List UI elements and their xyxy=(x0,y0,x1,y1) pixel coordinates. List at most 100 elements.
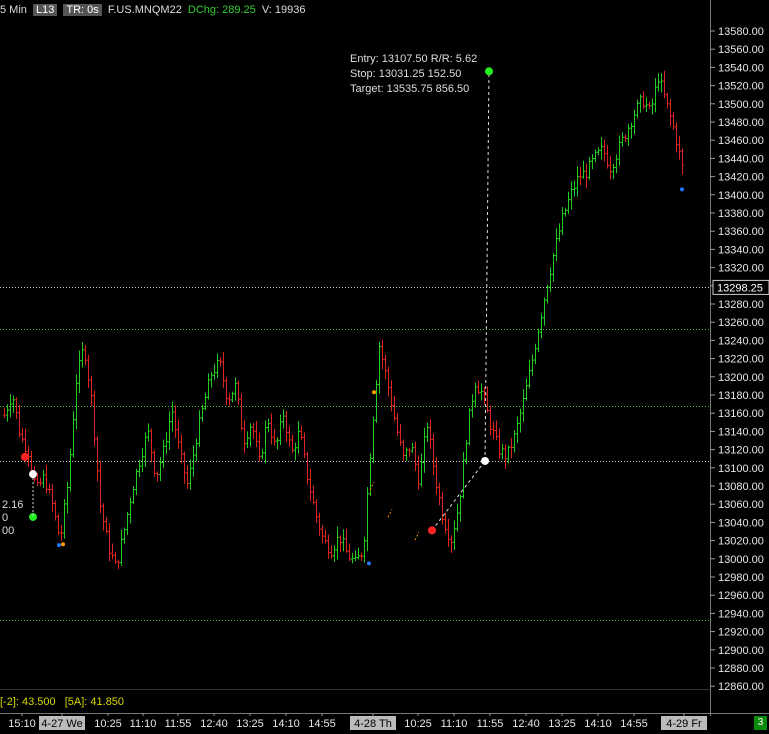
time-tick-label: 4-29 Fr xyxy=(666,718,702,730)
signal-dash xyxy=(414,531,420,541)
price-bar xyxy=(396,412,399,437)
price-bar xyxy=(387,366,390,397)
price-bar xyxy=(321,525,324,544)
price-bar xyxy=(297,421,300,454)
link-badge[interactable]: L13 xyxy=(32,4,58,16)
price-bar xyxy=(429,419,432,450)
price-bar xyxy=(606,145,609,169)
price-bar xyxy=(60,524,63,541)
price-bar xyxy=(255,420,258,447)
price-bar xyxy=(63,499,66,539)
price-bar xyxy=(174,405,177,438)
price-bar xyxy=(51,484,54,513)
price-bar xyxy=(267,418,270,433)
left-target-marker xyxy=(29,512,37,521)
time-tick-label: 13:25 xyxy=(548,718,576,730)
price-bar xyxy=(483,386,486,405)
price-bar xyxy=(492,422,495,440)
price-bar xyxy=(48,483,51,494)
price-tick-label: 13440.00 xyxy=(718,153,764,165)
price-bar xyxy=(420,453,423,487)
price-bar xyxy=(603,139,606,162)
price-bar xyxy=(324,529,327,544)
price-tick-label: 13580.00 xyxy=(718,26,764,38)
time-tick-label: 14:10 xyxy=(272,718,300,730)
price-tick-label: 13120.00 xyxy=(718,445,764,457)
price-bar xyxy=(489,405,492,436)
entry-rr-text: Entry: 13107.50 R/R: 5.62 xyxy=(350,53,478,65)
price-bar xyxy=(564,207,567,217)
price-bar xyxy=(285,410,288,442)
price-bar xyxy=(198,410,201,447)
price-bar xyxy=(108,523,111,562)
target-text: Target: 13535.75 856.50 xyxy=(350,83,470,95)
symbol-label[interactable]: F.US.MNQM22 xyxy=(107,4,182,16)
price-bar xyxy=(423,427,426,473)
price-bar xyxy=(330,545,333,559)
price-bar xyxy=(444,512,447,534)
price-bar xyxy=(84,345,87,366)
price-bar xyxy=(522,389,525,422)
price-bar xyxy=(318,512,321,536)
daily-change: DChg: 289.25 xyxy=(187,4,256,16)
last-price-label: 13298.25 xyxy=(717,282,763,294)
price-bar xyxy=(453,520,456,550)
price-bar xyxy=(69,448,72,492)
price-bar xyxy=(18,404,21,438)
price-bar xyxy=(543,297,546,326)
price-bar xyxy=(567,191,570,214)
partial-text-a: 2.16 xyxy=(2,499,24,511)
study-values: [-2]: 43.500 [5A]: 41.850 xyxy=(0,696,130,708)
price-bar xyxy=(426,422,429,443)
price-tick-label: 13100.00 xyxy=(718,463,764,475)
time-remaining: TR: 0s xyxy=(63,4,102,16)
price-bar xyxy=(12,395,15,413)
trade-annotation: Entry: 13107.50 R/R: 5.62 Stop: 13031.25… xyxy=(350,52,477,97)
page-badge[interactable]: 3 xyxy=(754,716,767,730)
interval-label[interactable]: 5 Min xyxy=(0,4,27,16)
price-bar xyxy=(342,529,345,552)
price-bar xyxy=(351,553,354,564)
price-bar xyxy=(282,409,285,429)
price-bar xyxy=(15,397,18,420)
price-bar xyxy=(240,393,243,431)
stop-link-line xyxy=(431,460,486,531)
price-bar xyxy=(399,424,402,446)
price-tick-label: 13540.00 xyxy=(718,62,764,74)
price-bar xyxy=(303,432,306,459)
price-bar xyxy=(39,477,42,487)
price-bar xyxy=(138,459,141,478)
price-bar xyxy=(204,392,207,411)
price-bar xyxy=(498,428,501,459)
price-bar xyxy=(540,313,543,339)
price-bar xyxy=(594,149,597,163)
price-bar xyxy=(162,439,165,469)
time-tick-label: 10:25 xyxy=(404,718,432,730)
price-bar xyxy=(534,343,537,365)
price-bar xyxy=(306,451,309,485)
price-bar xyxy=(624,134,627,143)
price-bar xyxy=(645,97,648,112)
price-bar xyxy=(639,94,642,113)
price-bar xyxy=(231,391,234,403)
price-bar xyxy=(486,386,489,413)
price-tick-label: 13480.00 xyxy=(718,117,764,129)
price-bar xyxy=(132,486,135,505)
signal-dot xyxy=(61,542,65,547)
target-marker xyxy=(485,67,493,76)
target-link-line xyxy=(484,71,490,461)
price-axis: 13580.00 13560.00 13540.00 13520.00 13500.00… xyxy=(710,0,769,716)
price-bar xyxy=(612,163,615,180)
price-bar xyxy=(270,413,273,445)
price-bar xyxy=(72,411,75,458)
price-bar xyxy=(408,448,411,457)
price-bar xyxy=(417,455,420,490)
price-bar xyxy=(66,481,69,514)
price-tick-label: 13240.00 xyxy=(718,335,764,347)
price-bar xyxy=(672,111,675,130)
price-bar xyxy=(405,447,408,461)
signal-dash xyxy=(387,509,393,518)
price-tick-label: 12860.00 xyxy=(718,681,764,693)
price-tick-label: 13520.00 xyxy=(718,81,764,93)
